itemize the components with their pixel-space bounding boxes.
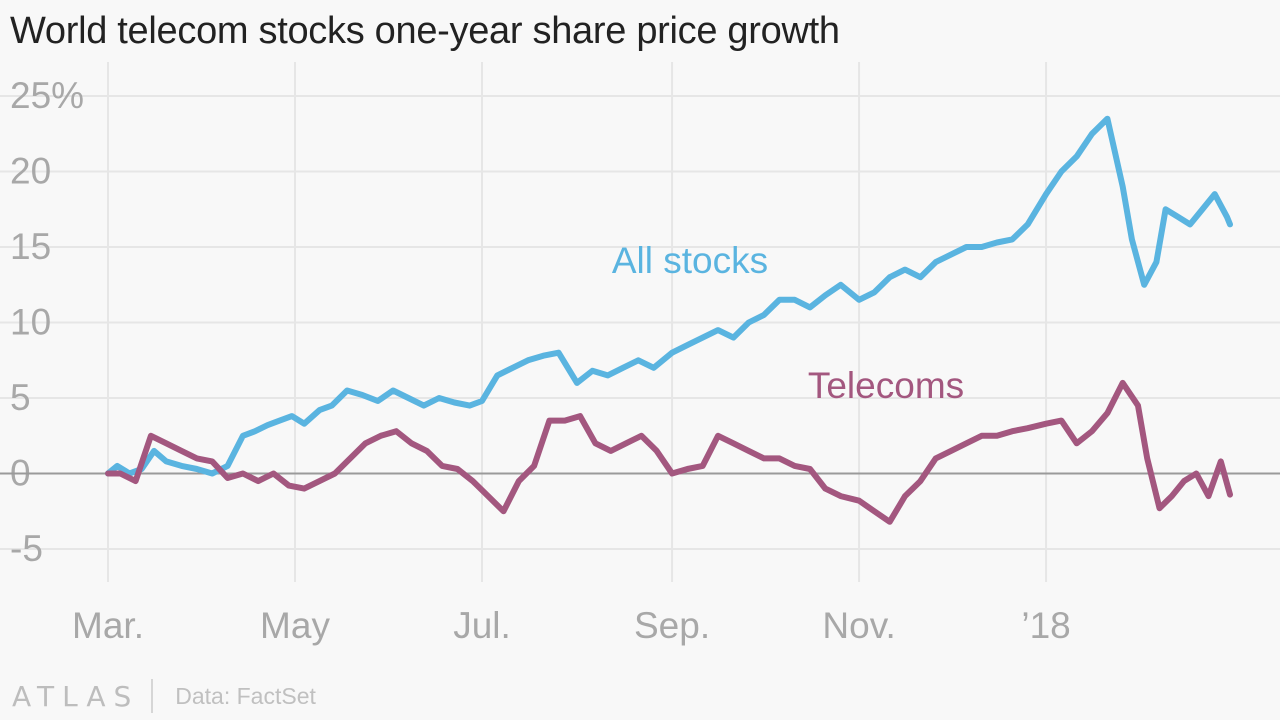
- chart-title: World telecom stocks one-year share pric…: [10, 10, 840, 52]
- footer-divider: [151, 679, 154, 713]
- y-tick-label: 10: [10, 302, 51, 343]
- x-tick-label: May: [260, 605, 330, 646]
- atlas-logo: ATLAS: [12, 679, 140, 713]
- footer: ATLAS Data: FactSet: [12, 678, 316, 714]
- all-stocks-line: [105, 115, 1233, 477]
- telecoms-line: [105, 379, 1233, 525]
- telecoms-label: Telecoms: [808, 365, 964, 406]
- y-tick-label: 20: [10, 151, 51, 192]
- x-tick-label: Mar.: [72, 605, 144, 646]
- y-tick-label: 15: [10, 226, 51, 267]
- source-note: Data: FactSet: [175, 682, 316, 709]
- y-tick-label: -5: [10, 528, 43, 569]
- y-tick-label: 25%: [10, 75, 84, 116]
- all-stocks-label: All stocks: [612, 240, 768, 281]
- x-tick-label: Sep.: [634, 605, 710, 646]
- x-tick-label: ’18: [1021, 605, 1070, 646]
- x-tick-label: Jul.: [453, 605, 511, 646]
- y-tick-label: 5: [10, 377, 31, 418]
- x-tick-label: Nov.: [822, 605, 895, 646]
